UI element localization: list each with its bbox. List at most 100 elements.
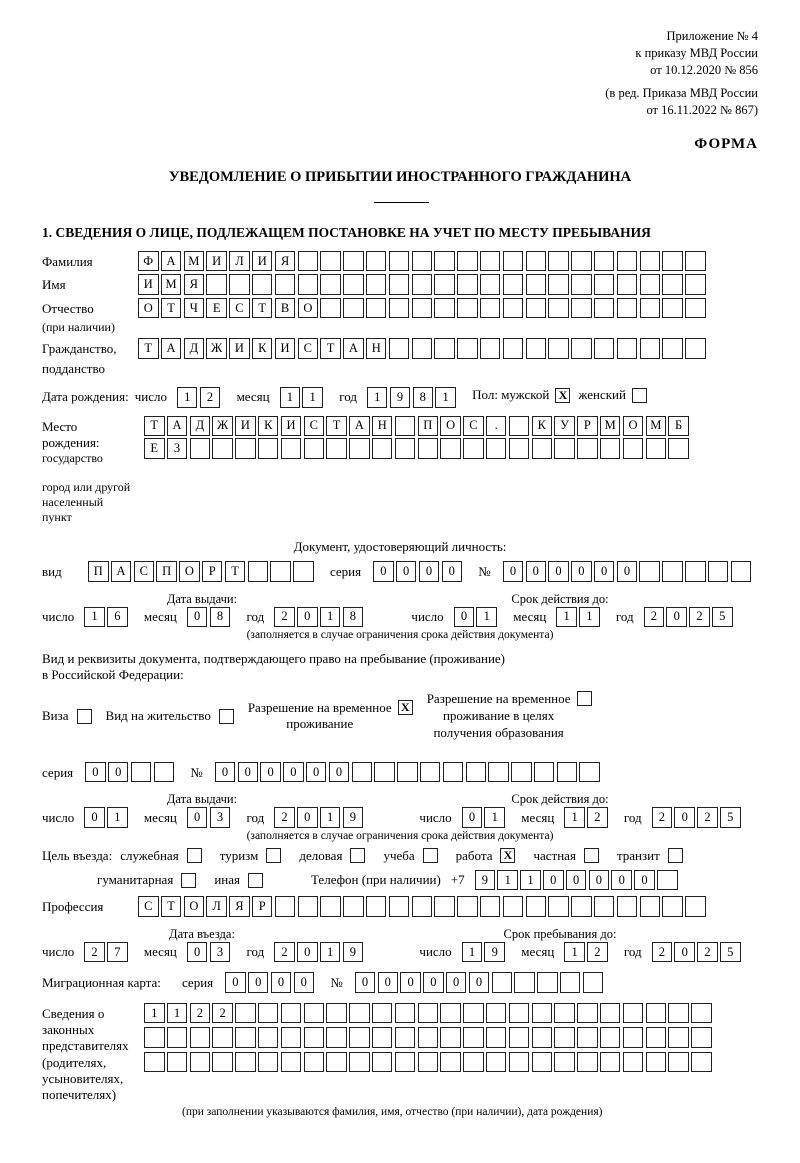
char-box[interactable] — [304, 438, 325, 459]
char-box[interactable]: 8 — [210, 607, 231, 628]
char-box[interactable] — [326, 438, 347, 459]
char-box[interactable] — [275, 896, 296, 917]
char-box[interactable]: Я — [229, 896, 250, 917]
char-box[interactable] — [252, 274, 273, 295]
char-box[interactable]: 0 — [248, 972, 269, 993]
char-box[interactable] — [349, 1003, 370, 1024]
char-box[interactable] — [434, 274, 455, 295]
char-box[interactable]: О — [623, 416, 644, 437]
char-box[interactable] — [685, 251, 706, 272]
char-box[interactable] — [577, 1052, 598, 1073]
char-box[interactable] — [372, 1052, 393, 1073]
char-box[interactable] — [366, 896, 387, 917]
char-box[interactable]: 0 — [225, 972, 246, 993]
char-box[interactable]: 0 — [400, 972, 421, 993]
char-box[interactable] — [668, 1052, 689, 1073]
char-box[interactable]: 2 — [212, 1003, 233, 1024]
char-box[interactable]: 1 — [520, 870, 541, 891]
char-box[interactable]: 0 — [294, 972, 315, 993]
char-box[interactable]: 0 — [187, 942, 208, 963]
char-box[interactable]: 1 — [280, 387, 301, 408]
char-box[interactable] — [646, 438, 667, 459]
char-box[interactable]: Л — [206, 896, 227, 917]
char-box[interactable]: И — [252, 251, 273, 272]
char-box[interactable]: 0 — [548, 561, 569, 582]
char-box[interactable] — [212, 1052, 233, 1073]
char-box[interactable]: С — [134, 561, 155, 582]
char-box[interactable] — [457, 298, 478, 319]
char-box[interactable] — [395, 1003, 416, 1024]
char-box[interactable]: 0 — [297, 807, 318, 828]
char-box[interactable]: 0 — [396, 561, 417, 582]
char-box[interactable] — [509, 416, 530, 437]
char-box[interactable] — [372, 1003, 393, 1024]
char-box[interactable]: 0 — [187, 607, 208, 628]
char-box[interactable] — [418, 1052, 439, 1073]
char-box[interactable]: 0 — [108, 762, 129, 783]
char-box[interactable] — [190, 438, 211, 459]
char-box[interactable]: Б — [668, 416, 689, 437]
char-box[interactable] — [463, 438, 484, 459]
char-box[interactable] — [571, 896, 592, 917]
char-box[interactable]: Ф — [138, 251, 159, 272]
char-box[interactable] — [434, 298, 455, 319]
char-box[interactable] — [343, 251, 364, 272]
char-box[interactable] — [212, 1027, 233, 1048]
char-box[interactable] — [457, 274, 478, 295]
char-box[interactable] — [503, 338, 524, 359]
char-box[interactable] — [548, 274, 569, 295]
char-box[interactable]: У — [554, 416, 575, 437]
char-box[interactable] — [548, 338, 569, 359]
char-box[interactable] — [662, 896, 683, 917]
char-box[interactable] — [434, 251, 455, 272]
char-box[interactable] — [320, 896, 341, 917]
char-box[interactable]: 1 — [320, 807, 341, 828]
purpose-transit-checkbox[interactable] — [668, 848, 683, 863]
char-box[interactable]: 7 — [107, 942, 128, 963]
char-box[interactable] — [685, 338, 706, 359]
char-box[interactable]: 2 — [84, 942, 105, 963]
char-box[interactable] — [343, 274, 364, 295]
char-box[interactable] — [503, 274, 524, 295]
char-box[interactable] — [532, 1027, 553, 1048]
char-box[interactable]: 0 — [215, 762, 236, 783]
char-box[interactable]: Т — [161, 896, 182, 917]
char-box[interactable] — [395, 1052, 416, 1073]
char-box[interactable] — [418, 1003, 439, 1024]
char-box[interactable] — [594, 251, 615, 272]
char-box[interactable]: М — [161, 274, 182, 295]
char-box[interactable]: 2 — [190, 1003, 211, 1024]
char-box[interactable]: И — [229, 338, 250, 359]
char-box[interactable]: 1 — [367, 387, 388, 408]
char-box[interactable] — [480, 274, 501, 295]
char-box[interactable] — [374, 762, 395, 783]
char-box[interactable] — [646, 1027, 667, 1048]
char-box[interactable] — [248, 561, 269, 582]
visa-checkbox[interactable] — [77, 709, 92, 724]
char-box[interactable] — [594, 896, 615, 917]
char-box[interactable]: 0 — [85, 762, 106, 783]
char-box[interactable]: К — [252, 338, 273, 359]
char-box[interactable] — [326, 1003, 347, 1024]
char-box[interactable]: 0 — [589, 870, 610, 891]
char-box[interactable]: Т — [252, 298, 273, 319]
char-box[interactable] — [594, 274, 615, 295]
char-box[interactable] — [685, 274, 706, 295]
char-box[interactable]: 0 — [187, 807, 208, 828]
char-box[interactable] — [554, 1052, 575, 1073]
sex-female-checkbox[interactable] — [632, 388, 647, 403]
char-box[interactable]: 9 — [484, 942, 505, 963]
char-box[interactable] — [320, 274, 341, 295]
sex-male-checkbox[interactable]: X — [555, 388, 570, 403]
char-box[interactable] — [639, 561, 660, 582]
char-box[interactable]: . — [486, 416, 507, 437]
char-box[interactable]: 0 — [571, 561, 592, 582]
